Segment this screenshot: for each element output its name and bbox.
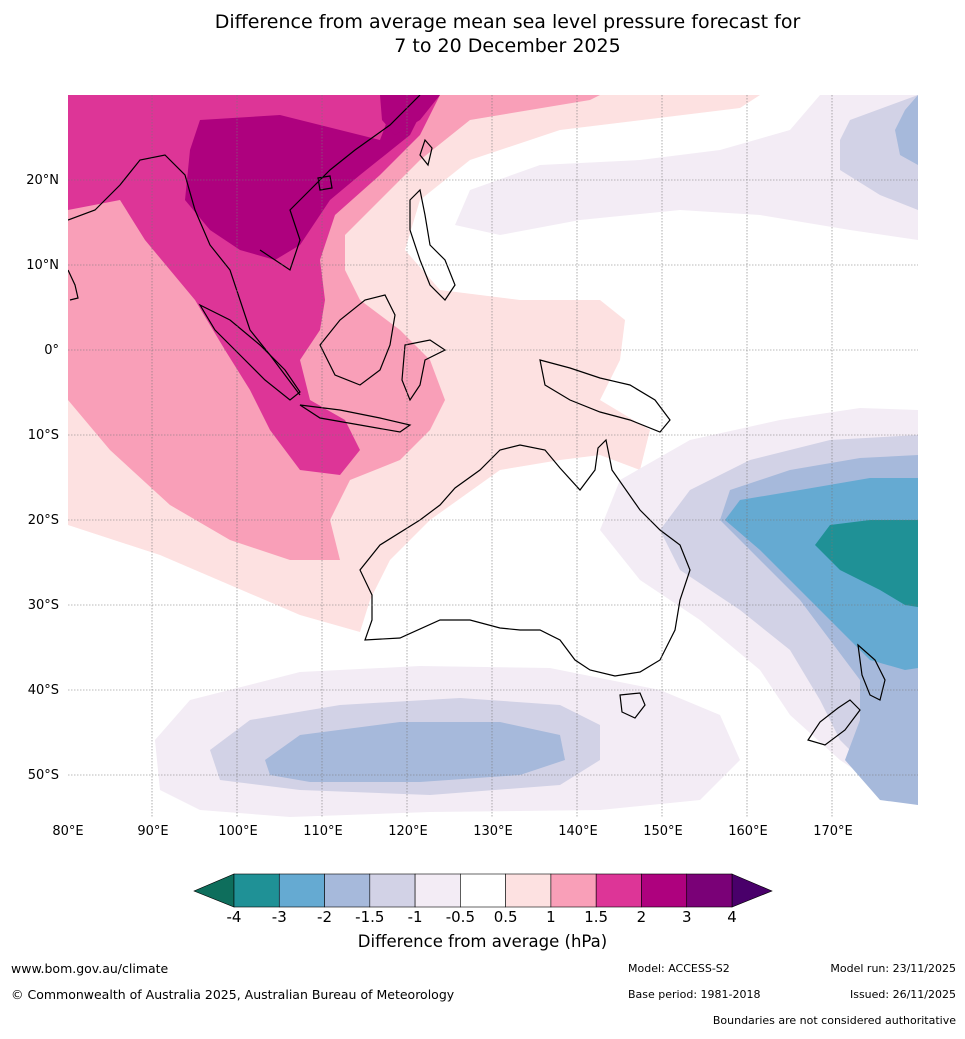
- colorbar-cell: [278, 873, 325, 908]
- colorbar-tick-label: 1.5: [584, 908, 608, 926]
- colorbar-cell: [233, 873, 280, 908]
- lat-label: 10°N: [26, 258, 59, 273]
- borneo-outline: [319, 294, 396, 386]
- lon-label: 80°E: [52, 824, 83, 839]
- lat-label: 0°: [44, 343, 59, 358]
- colorbar-title: Difference from average (hPa): [357, 932, 608, 951]
- contour-neg-3-east: [815, 520, 918, 607]
- colorbar: -4 -3 -2 -1.5 -1 -0.5 0.5 1 1.5 2 3 4: [193, 873, 773, 926]
- longitude-labels: 80°E 90°E 100°E 110°E 120°E 130°E 140°E …: [52, 824, 852, 839]
- philippines-outline: [409, 188, 456, 301]
- lon-label: 120°E: [388, 824, 428, 839]
- lat-label: 20°S: [28, 513, 59, 528]
- lon-label: 140°E: [558, 824, 598, 839]
- lon-label: 170°E: [813, 824, 853, 839]
- footer-base-period: Base period: 1981-2018: [628, 988, 761, 1001]
- title-line-2: 7 to 20 December 2025: [394, 35, 621, 57]
- new-guinea-outline: [539, 359, 671, 433]
- sumatra-outline: [198, 303, 301, 401]
- australia-outline: [359, 438, 691, 677]
- colorbar-extend-right: [731, 873, 773, 908]
- colorbar-tick-label: 2: [637, 908, 647, 926]
- footer-website[interactable]: www.bom.gov.au/climate: [11, 961, 169, 976]
- india-edge-outline: [68, 269, 79, 301]
- colorbar-cell: [550, 873, 597, 908]
- lon-label: 160°E: [728, 824, 768, 839]
- title-line-1: Difference from average mean sea level p…: [214, 11, 801, 33]
- asia-coast-outline: [68, 95, 421, 396]
- latitude-labels: 20°N 10°N 0° 10°S 20°S 30°S 40°S 50°S: [26, 173, 59, 783]
- sulawesi-outline: [401, 339, 447, 402]
- lat-label: 50°S: [28, 768, 59, 783]
- java-outline: [299, 404, 412, 433]
- contour-pos-2-north: [380, 95, 440, 135]
- footer-copyright: © Commonwealth of Australia 2025, Austra…: [11, 987, 455, 1002]
- footer-model-run: Model run: 23/11/2025: [830, 962, 956, 975]
- colorbar-extend-left: [193, 873, 235, 908]
- lon-label: 110°E: [303, 824, 343, 839]
- new-zealand-outline: [807, 643, 886, 746]
- taiwan-outline: [419, 138, 433, 167]
- colorbar-cell: [641, 873, 688, 908]
- lat-label: 20°N: [26, 173, 59, 188]
- colorbar-cell: [595, 873, 642, 908]
- lat-label: 10°S: [28, 428, 59, 443]
- footer-disclaimer: Boundaries are not considered authoritat…: [712, 1014, 956, 1027]
- colorbar-tick-label: -4: [227, 908, 242, 926]
- colorbar-cell: [460, 873, 506, 908]
- map-plot-area: [68, 95, 918, 817]
- colorbar-cell: [369, 873, 416, 908]
- colorbar-tick-label: 1: [546, 908, 556, 926]
- colorbar-tick-label: -1.5: [355, 908, 384, 926]
- colorbar-tick-label: -2: [317, 908, 332, 926]
- footer-model: Model: ACCESS-S2: [628, 962, 730, 975]
- colorbar-tick-label: 0.5: [494, 908, 518, 926]
- colorbar-tick-label: 3: [682, 908, 692, 926]
- tasmania-outline: [619, 692, 646, 719]
- contour-pos-2: [185, 95, 430, 260]
- lon-label: 100°E: [218, 824, 258, 839]
- colorbar-tick-label: -0.5: [446, 908, 475, 926]
- footer-issued: Issued: 26/11/2025: [849, 988, 956, 1001]
- colorbar-cell: [414, 873, 461, 908]
- colorbar-cell: [686, 873, 733, 908]
- colorbar-tick-label: -3: [272, 908, 287, 926]
- colorbar-tick-label: -1: [408, 908, 423, 926]
- lon-label: 150°E: [643, 824, 683, 839]
- hainan-outline: [317, 175, 333, 191]
- gridlines: [68, 95, 918, 817]
- contour-neg-0.5-north: [455, 95, 918, 240]
- chart-title: Difference from average mean sea level p…: [0, 10, 965, 58]
- colorbar-cell: [324, 873, 371, 908]
- lon-label: 130°E: [473, 824, 513, 839]
- lon-label: 90°E: [137, 824, 168, 839]
- colorbar-cell: [505, 873, 552, 908]
- lat-label: 40°S: [28, 683, 59, 698]
- colorbar-tick-label: 4: [727, 908, 737, 926]
- contour-neg-1.5-north: [895, 95, 918, 165]
- contour-pos-1.5: [68, 95, 440, 475]
- lat-label: 30°S: [28, 598, 59, 613]
- contour-neg-1.5-south: [265, 722, 565, 782]
